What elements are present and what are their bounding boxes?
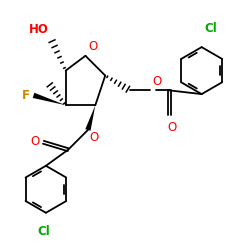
Text: Cl: Cl (204, 22, 217, 35)
Text: O: O (152, 75, 162, 88)
Text: HO: HO (28, 23, 48, 36)
Text: O: O (88, 40, 97, 53)
Text: O: O (89, 131, 99, 144)
Text: O: O (30, 134, 40, 147)
Text: Cl: Cl (37, 225, 50, 238)
Polygon shape (33, 93, 66, 105)
Polygon shape (85, 105, 95, 131)
Text: F: F (22, 89, 30, 102)
Text: O: O (168, 121, 177, 134)
